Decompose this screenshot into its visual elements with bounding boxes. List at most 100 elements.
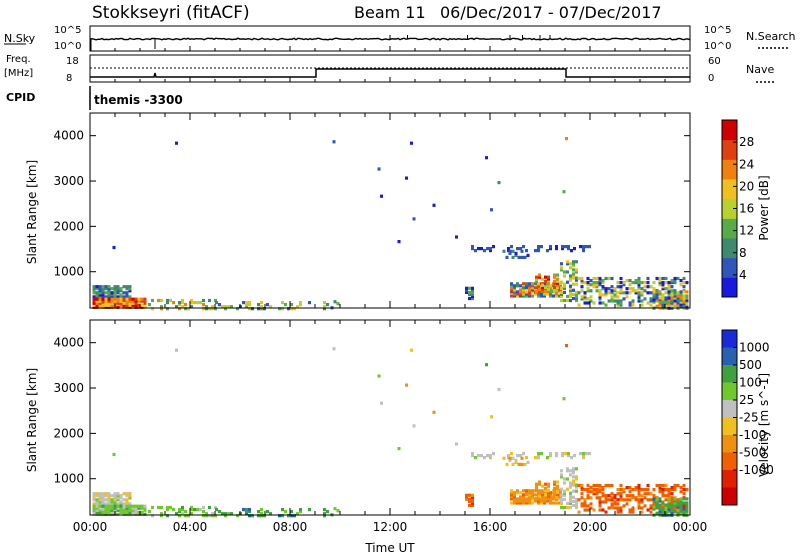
velocity-cell [595, 496, 599, 500]
velocity-cell [507, 454, 510, 458]
velocity-cell [613, 494, 617, 498]
power-cell [598, 293, 602, 297]
power-cell [537, 282, 540, 286]
power-cell [661, 276, 665, 281]
velocity-cell [616, 492, 620, 496]
power-cell [510, 284, 513, 288]
velocity-cell [682, 507, 686, 511]
power-cell [566, 262, 569, 266]
velocity-cell [257, 510, 260, 514]
power-cell [573, 247, 576, 251]
velocity-cell [673, 499, 677, 503]
power-cell [549, 284, 552, 288]
velocity-cell [522, 493, 525, 497]
velocity-cell [486, 454, 489, 458]
velocity-cell [116, 502, 120, 506]
power-cell [540, 292, 543, 296]
power-cell [116, 305, 120, 309]
velocity-cell [562, 397, 566, 401]
velocity-cell [566, 477, 569, 481]
velocity-cell [110, 504, 114, 508]
velocity-cell [637, 504, 641, 508]
power-cell [471, 288, 474, 292]
velocity-cell [664, 503, 668, 507]
power-cell [575, 270, 578, 274]
velocity-cell [582, 454, 585, 458]
power-cell [643, 289, 647, 293]
power-cell [575, 292, 578, 296]
power-cell [589, 299, 593, 303]
power-cell [640, 303, 644, 307]
power-cell [658, 283, 662, 287]
velocity-cell [575, 477, 578, 481]
power-cell [560, 280, 563, 284]
velocity-cell [113, 494, 117, 498]
power-cell [553, 279, 556, 283]
velocity-cell [598, 502, 602, 506]
power-cell [134, 301, 138, 305]
power-cell [546, 292, 549, 296]
velocity-cell [522, 452, 525, 456]
power-cell [510, 290, 513, 294]
velocity-cell [572, 467, 575, 471]
velocity-cell [631, 510, 635, 514]
velocity-cell [98, 506, 102, 510]
power-cell [190, 301, 193, 305]
velocity-cell [575, 499, 578, 503]
velocity-cell [631, 496, 635, 500]
power-cell [563, 298, 566, 303]
velocity-cell [601, 492, 605, 496]
power-cell [637, 291, 641, 295]
velocity-cell [555, 501, 558, 505]
power-cell [95, 293, 99, 297]
time-axis-label: Time UT [364, 541, 415, 554]
power-cell [92, 287, 96, 291]
power-cell [655, 276, 659, 281]
velocity-cell [646, 508, 650, 512]
power-cell [208, 307, 211, 311]
velocity-cell [610, 502, 614, 506]
nsearch-label: N.Search [746, 30, 796, 43]
power-cell [604, 276, 608, 281]
power-cell [592, 301, 596, 305]
power-cell [190, 298, 193, 303]
velocity-cell [572, 475, 575, 479]
power-cell [604, 303, 608, 307]
power-cell [670, 281, 674, 285]
velocity-cell [101, 508, 105, 512]
velocity-cell [128, 502, 132, 506]
power-cell [560, 268, 563, 272]
power-cell [510, 294, 513, 298]
power-cell [679, 294, 683, 298]
velocity-cell [558, 501, 561, 505]
velocity-cell [116, 506, 120, 510]
power-cell [569, 262, 572, 266]
power-cell [580, 295, 584, 299]
velocity-cell [634, 498, 638, 502]
power-cell [607, 276, 611, 281]
power-cell [555, 290, 558, 294]
velocity-cell [566, 487, 569, 491]
velocity-cell [169, 505, 172, 510]
power-cell [667, 292, 671, 296]
velocity-cell [583, 500, 587, 504]
velocity-cell [513, 495, 516, 499]
velocity-cell [119, 494, 123, 498]
velocity-cell [569, 485, 572, 489]
power-cell [676, 304, 680, 308]
power-cell [471, 290, 474, 294]
velocity-cell [547, 482, 550, 486]
power-cell [598, 289, 602, 293]
power-cell [104, 299, 108, 303]
power-cell [558, 290, 561, 294]
power-cell [616, 291, 620, 295]
velocity-cell [685, 503, 689, 507]
velocity-cell [110, 498, 114, 502]
velocity-cell [565, 344, 568, 348]
velocity-cell [652, 494, 656, 498]
power-cell [652, 290, 656, 294]
velocity-cell [598, 496, 602, 500]
velocity-cell [166, 514, 169, 518]
velocity-heatmap [92, 344, 689, 518]
